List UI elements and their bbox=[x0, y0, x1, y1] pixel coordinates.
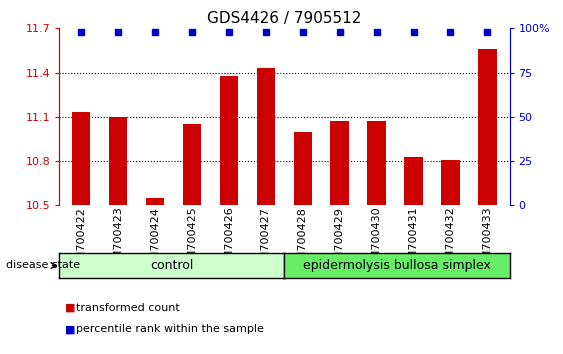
Bar bbox=[146, 198, 164, 205]
Bar bbox=[293, 132, 312, 205]
Bar bbox=[404, 157, 423, 205]
Text: ■: ■ bbox=[65, 303, 75, 313]
Text: disease state: disease state bbox=[6, 261, 80, 270]
Bar bbox=[109, 117, 127, 205]
Bar bbox=[183, 124, 201, 205]
Bar bbox=[220, 75, 238, 205]
Text: control: control bbox=[150, 259, 194, 272]
Bar bbox=[441, 160, 459, 205]
Text: percentile rank within the sample: percentile rank within the sample bbox=[76, 324, 264, 334]
Text: ■: ■ bbox=[65, 324, 75, 334]
Title: GDS4426 / 7905512: GDS4426 / 7905512 bbox=[207, 11, 361, 26]
Bar bbox=[368, 121, 386, 205]
Bar bbox=[478, 49, 497, 205]
Text: transformed count: transformed count bbox=[76, 303, 180, 313]
Bar bbox=[257, 68, 275, 205]
Bar bbox=[72, 113, 91, 205]
Text: epidermolysis bullosa simplex: epidermolysis bullosa simplex bbox=[303, 259, 491, 272]
Bar bbox=[330, 121, 349, 205]
